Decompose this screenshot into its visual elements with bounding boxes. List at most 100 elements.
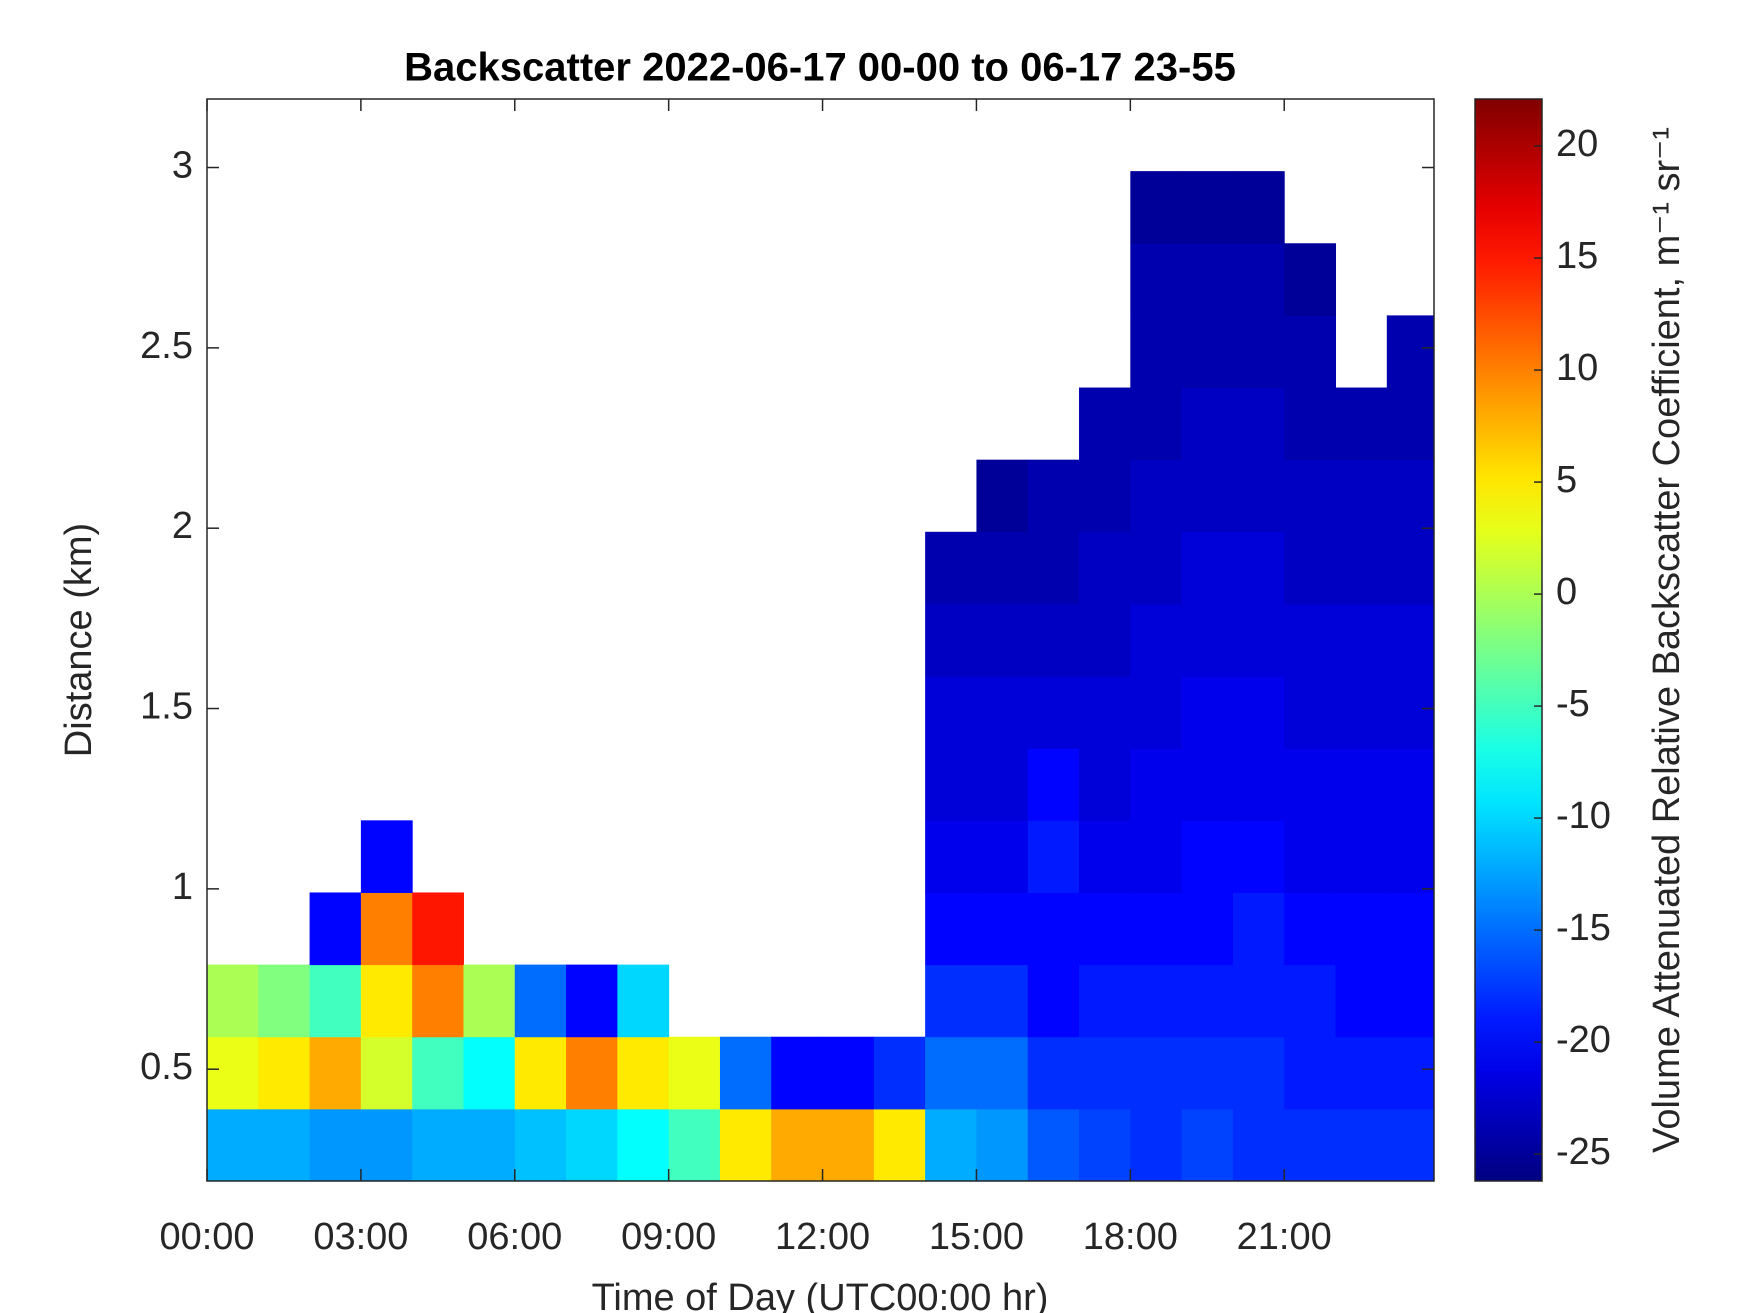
heat-cell — [1386, 676, 1435, 749]
heat-cell — [1335, 531, 1388, 605]
y-tick-label: 1 — [172, 866, 193, 908]
heat-cell — [873, 1036, 926, 1110]
heat-cell — [1335, 459, 1388, 533]
colorbar-tick-label: 5 — [1556, 459, 1577, 501]
heat-cell — [976, 531, 1029, 605]
heat-cell — [873, 1108, 926, 1182]
heat-cell — [360, 892, 413, 966]
heat-cell — [1386, 1036, 1435, 1110]
x-tick-label: 06:00 — [467, 1216, 562, 1258]
colorbar-tick-label: 10 — [1556, 347, 1598, 389]
heat-cell — [360, 1108, 413, 1182]
heat-cell — [976, 603, 1029, 677]
heat-cell — [258, 1036, 311, 1110]
heat-cell — [1386, 1108, 1435, 1182]
heat-cell — [360, 1036, 413, 1110]
colorbar-tick-label: 15 — [1556, 235, 1598, 277]
heat-cell — [566, 1036, 618, 1110]
y-tick-label: 3 — [172, 145, 193, 187]
x-tick-label: 03:00 — [313, 1216, 408, 1258]
heat-cell — [1130, 531, 1183, 605]
heat-cell — [976, 1108, 1029, 1182]
heat-cell — [1232, 315, 1285, 389]
heat-cell — [1284, 531, 1337, 605]
heat-cell — [1027, 676, 1080, 749]
heat-cell — [1386, 892, 1435, 966]
heat-cell — [1079, 748, 1131, 821]
heat-cell — [1232, 892, 1285, 966]
heat-cell — [463, 1108, 516, 1182]
heat-cell — [463, 1036, 516, 1110]
y-axis-label: Distance (km) — [58, 523, 100, 757]
heat-cell — [976, 1036, 1029, 1110]
heat-cell — [1386, 459, 1435, 533]
heat-cell — [1335, 964, 1388, 1038]
heat-cell — [1386, 603, 1435, 677]
heat-cell — [309, 964, 362, 1038]
heat-cell — [1130, 892, 1183, 966]
heat-cell — [566, 1108, 618, 1182]
heat-cell — [1232, 964, 1285, 1038]
heat-cell — [463, 964, 516, 1038]
heat-cell — [1335, 820, 1388, 893]
heat-cell — [1284, 1108, 1337, 1182]
heat-cell — [1284, 459, 1337, 533]
heat-cell — [1386, 748, 1435, 821]
heat-cell — [1027, 1108, 1080, 1182]
heat-cell — [1130, 964, 1183, 1038]
heat-cell — [207, 1036, 259, 1110]
heat-cell — [1181, 315, 1234, 389]
heat-cell — [1284, 676, 1337, 749]
x-tick-label: 15:00 — [929, 1216, 1024, 1258]
heat-cell — [1335, 892, 1388, 966]
heat-cell — [1130, 387, 1183, 461]
heat-cell — [309, 892, 362, 966]
heat-cell — [1335, 603, 1388, 677]
heat-cell — [1130, 748, 1183, 821]
heat-cell — [976, 748, 1029, 821]
heat-cell — [925, 1036, 977, 1110]
heat-cell — [1181, 243, 1234, 316]
heat-cell — [207, 964, 259, 1038]
heat-cell — [1335, 1036, 1388, 1110]
heat-cell — [1079, 459, 1131, 533]
heat-cell — [1079, 531, 1131, 605]
x-tick-label: 09:00 — [621, 1216, 716, 1258]
heat-cell — [1284, 1036, 1337, 1110]
heat-cell — [1335, 676, 1388, 749]
heat-cell — [1335, 1108, 1388, 1182]
heat-cell — [1386, 315, 1435, 389]
heat-cell — [976, 892, 1029, 966]
heat-cell — [1232, 676, 1285, 749]
heat-cell — [1232, 171, 1285, 244]
x-axis-label: Time of Day (UTC00:00 hr) — [592, 1277, 1049, 1313]
heat-cell — [1027, 964, 1080, 1038]
colorbar-tick-label: 20 — [1556, 123, 1598, 165]
heat-cell — [412, 892, 464, 966]
heat-cell — [1181, 1108, 1234, 1182]
heat-cell — [1130, 315, 1183, 389]
heat-cell — [207, 1108, 259, 1182]
heat-cell — [1232, 459, 1285, 533]
heat-cell — [514, 1108, 567, 1182]
heat-cell — [617, 1108, 670, 1182]
heat-cell — [925, 892, 977, 966]
chart-title: Backscatter 2022-06-17 00-00 to 06-17 23… — [404, 46, 1236, 90]
plot-frame — [206, 98, 1435, 1182]
heat-cell — [258, 1108, 311, 1182]
heat-cell — [1232, 820, 1285, 893]
heat-cell — [1335, 748, 1388, 821]
heat-cell — [1181, 459, 1234, 533]
heat-cell — [1386, 964, 1435, 1038]
heat-cell — [1079, 676, 1131, 749]
heat-cell — [822, 1108, 875, 1182]
colorbar-tick-label: -20 — [1556, 1019, 1611, 1061]
heat-cell — [771, 1036, 824, 1110]
heat-cell — [1079, 1108, 1131, 1182]
heat-cell — [1284, 748, 1337, 821]
heat-cell — [1386, 820, 1435, 893]
heat-cell — [514, 1036, 567, 1110]
heat-cell — [1181, 1036, 1234, 1110]
heat-cell — [668, 1036, 721, 1110]
colorbar-tick-label: 0 — [1556, 571, 1577, 613]
